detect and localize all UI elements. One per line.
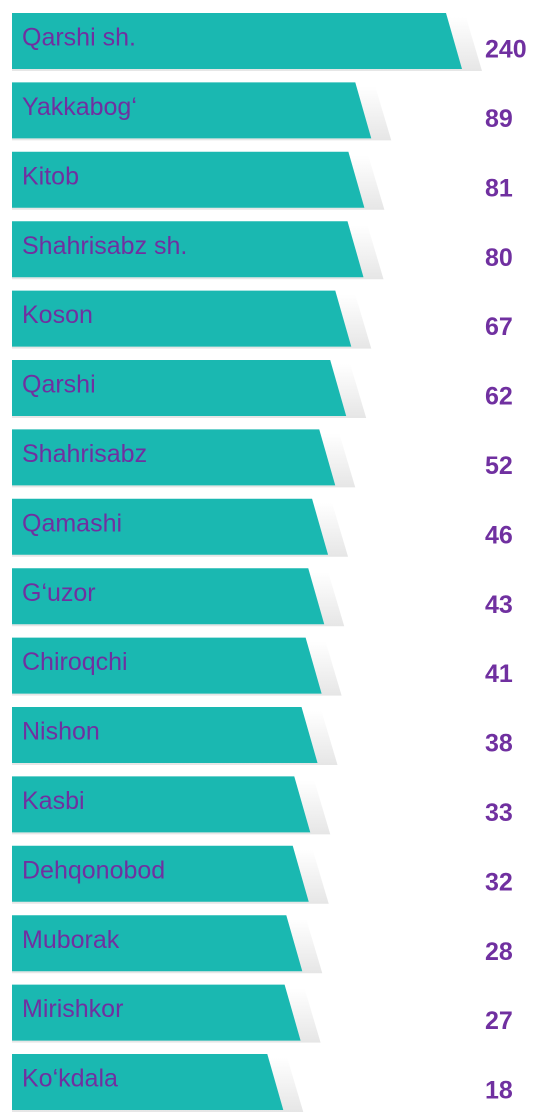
bar bbox=[12, 290, 352, 347]
bar bbox=[12, 568, 325, 625]
value-label: 43 bbox=[485, 591, 513, 619]
category-label: Dehqonobod bbox=[22, 856, 165, 884]
bar bbox=[12, 845, 309, 902]
bar bbox=[12, 360, 347, 416]
value-label: 27 bbox=[485, 1007, 513, 1035]
bar bbox=[12, 915, 303, 972]
bar bbox=[12, 429, 336, 486]
category-label: Ko‘kdala bbox=[22, 1065, 118, 1093]
category-label: Qarshi sh. bbox=[22, 24, 136, 52]
category-label: Chiroqchi bbox=[22, 648, 128, 676]
value-label: 38 bbox=[485, 730, 513, 758]
bar bbox=[12, 984, 301, 1041]
category-label: G‘uzor bbox=[22, 579, 96, 607]
bar bbox=[12, 1054, 284, 1110]
category-label: Mirishkor bbox=[22, 995, 123, 1023]
value-label: 32 bbox=[485, 868, 513, 896]
value-label: 67 bbox=[485, 313, 513, 341]
bar bbox=[12, 707, 318, 763]
bar bbox=[12, 151, 365, 208]
category-label: Kasbi bbox=[22, 787, 85, 815]
category-label: Shahrisabz sh. bbox=[22, 232, 187, 260]
value-label: 33 bbox=[485, 799, 513, 827]
category-label: Nishon bbox=[22, 718, 100, 746]
category-label: Qamashi bbox=[22, 509, 122, 537]
bar bbox=[12, 498, 329, 555]
category-label: Koson bbox=[22, 301, 93, 329]
value-label: 240 bbox=[485, 36, 527, 64]
bar bbox=[12, 82, 372, 139]
value-label: 89 bbox=[485, 105, 513, 133]
value-label: 18 bbox=[485, 1077, 513, 1105]
category-label: Shahrisabz bbox=[22, 440, 147, 468]
value-label: 41 bbox=[485, 660, 513, 688]
value-label: 62 bbox=[485, 383, 513, 411]
bar bbox=[12, 776, 311, 833]
category-label: Yakkabog‘ bbox=[22, 93, 137, 121]
value-label: 81 bbox=[485, 174, 513, 202]
bar bbox=[12, 637, 322, 694]
bar bbox=[12, 221, 364, 278]
value-label: 46 bbox=[485, 521, 513, 549]
category-label: Qarshi bbox=[22, 371, 96, 399]
category-label: Kitob bbox=[22, 162, 79, 190]
value-label: 52 bbox=[485, 452, 513, 480]
bar bbox=[12, 13, 462, 69]
category-label: Muborak bbox=[22, 926, 120, 954]
value-label: 28 bbox=[485, 938, 513, 966]
value-label: 80 bbox=[485, 244, 513, 272]
